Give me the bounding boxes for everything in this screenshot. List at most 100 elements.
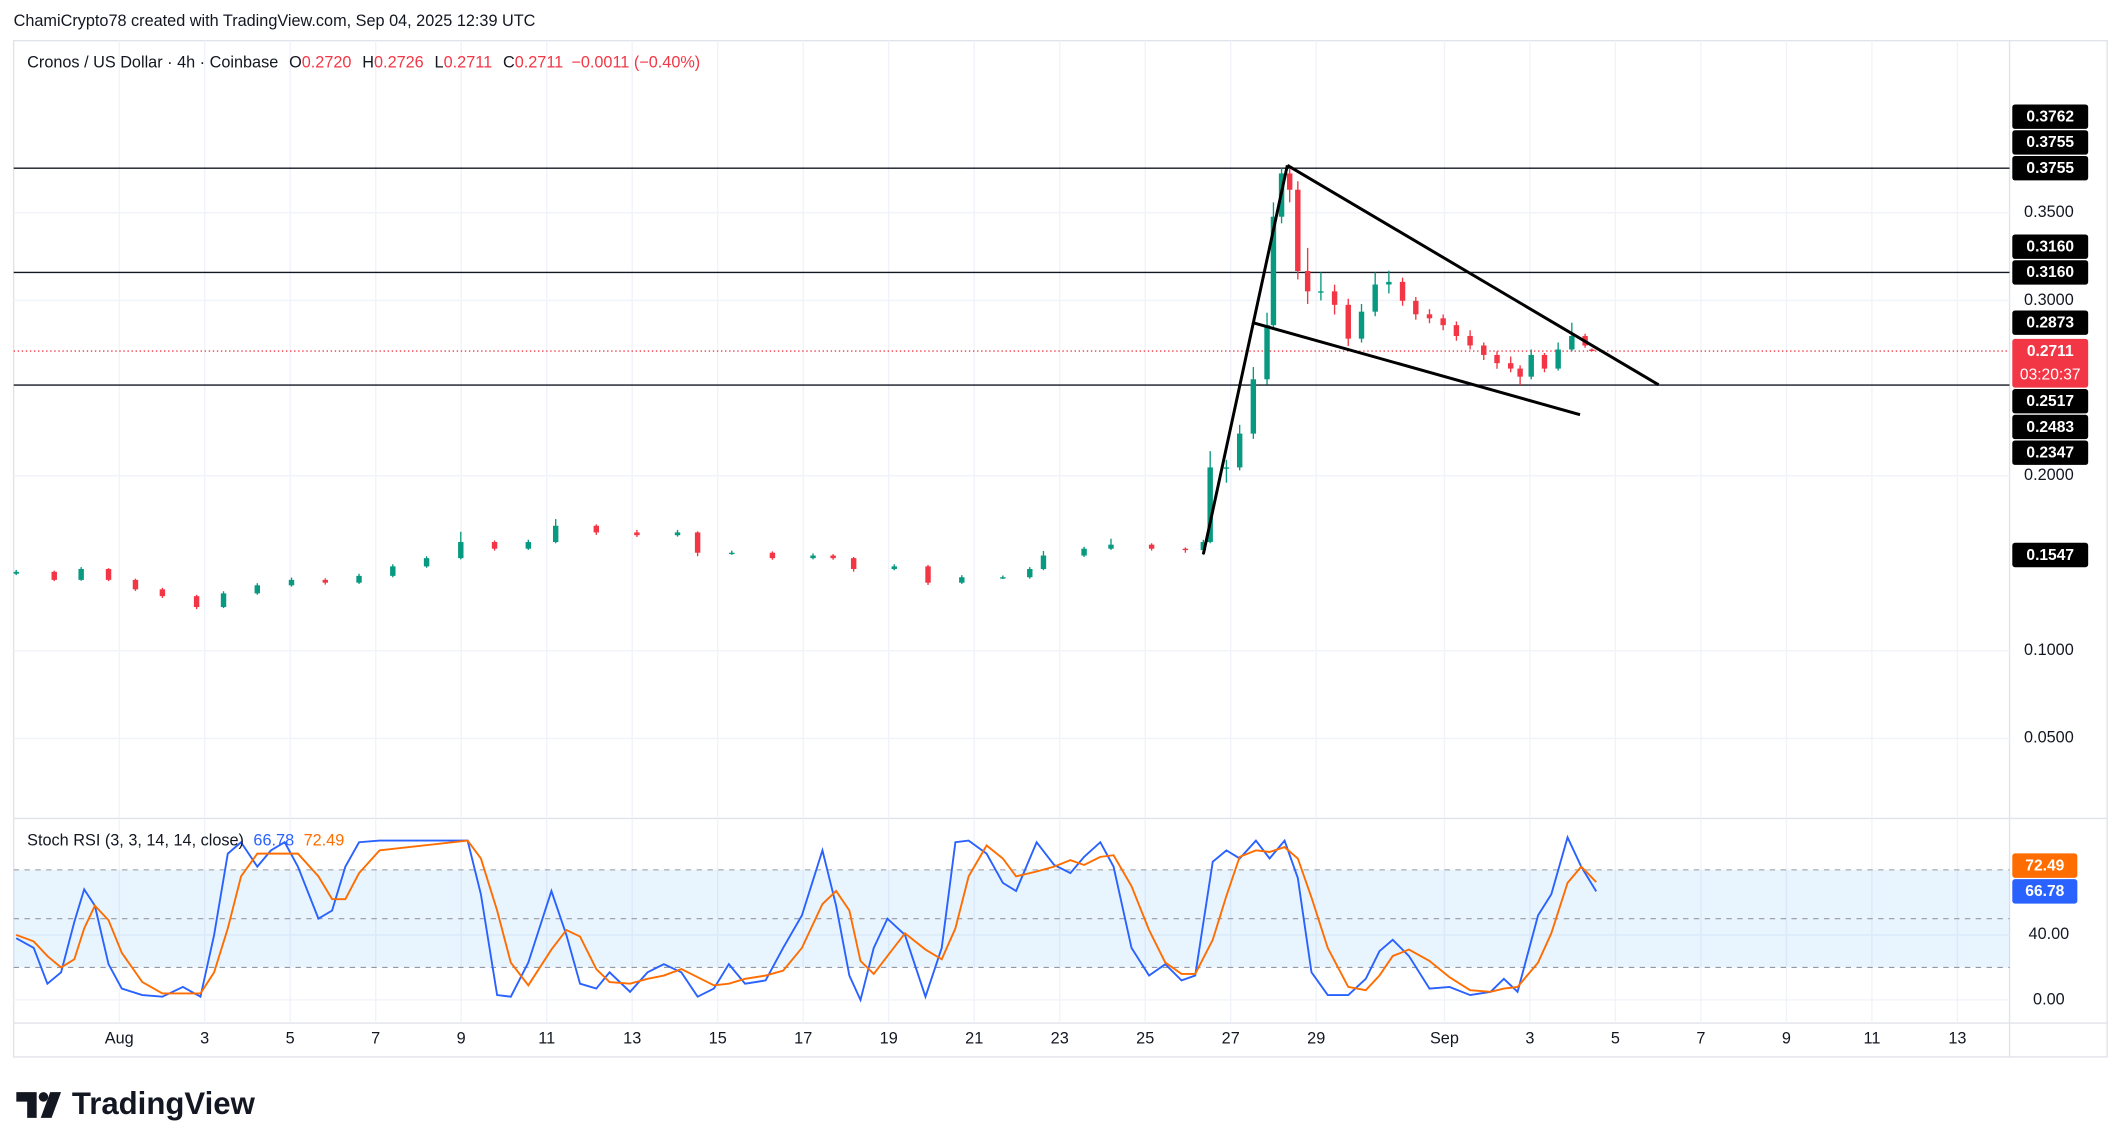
candle-body [1148, 544, 1155, 549]
price-label-box [2012, 260, 2089, 285]
price-label-box [2012, 155, 2089, 181]
legend-key: O [289, 54, 302, 72]
candle-body [1081, 548, 1087, 556]
candle-body [13, 571, 19, 574]
candle-body [1270, 216, 1277, 326]
legend-value: 72.49 [304, 832, 345, 850]
price-label: 0.3762 [2026, 108, 2074, 125]
candle-body [1295, 189, 1301, 272]
candle-body [593, 525, 600, 533]
x-tick-label: 5 [286, 1030, 295, 1048]
tradingview-logo: TradingView [16, 1086, 256, 1121]
candle-body [1040, 555, 1047, 570]
x-tick-label: 23 [1051, 1030, 1069, 1048]
y-tick-label: 0.2000 [2024, 466, 2074, 484]
x-tick-label: 13 [623, 1030, 641, 1048]
candle-body [525, 542, 532, 549]
candle-body [1223, 467, 1230, 469]
candle-body [356, 575, 362, 583]
x-tick-label: 3 [1525, 1030, 1534, 1048]
candle-body [390, 566, 396, 576]
candle-body [810, 555, 816, 559]
candle-body [1372, 284, 1378, 312]
candle-body [674, 532, 681, 536]
price-label-box [2012, 234, 2089, 259]
candle-body [1331, 291, 1338, 305]
candle-body [1304, 271, 1311, 292]
wedge-lower-line [1251, 321, 1581, 417]
stoch-legend: Stoch RSI (3, 3, 14, 14, close) 66.78 72.4… [27, 832, 344, 850]
candle-body [1027, 569, 1033, 578]
logo-mark [40, 1092, 62, 1118]
x-tick-label: 7 [1696, 1030, 1705, 1048]
price-label: 0.2347 [2026, 444, 2074, 461]
x-tick-label: 19 [880, 1030, 898, 1048]
stoch-line [15, 839, 1597, 995]
candle-body [1250, 379, 1257, 434]
candle-body [491, 542, 498, 549]
candle-body [1318, 291, 1324, 293]
indicator-title: Stoch RSI (3, 3, 14, 14, close) [27, 832, 244, 850]
legend-value: 66.78 [253, 832, 294, 850]
attribution: ChamiCrypto78 created with TradingView.c… [14, 12, 536, 30]
price-label-box [2012, 414, 2089, 440]
last-price-label: 0.2711 [2027, 343, 2074, 360]
candle-body [1589, 349, 1595, 352]
candle-body [132, 579, 139, 590]
candle-body [634, 532, 640, 536]
price-label: 0.2873 [2026, 314, 2074, 331]
legend-key: L [435, 54, 444, 72]
candle-body [322, 579, 328, 583]
x-tick-label: 11 [538, 1030, 555, 1048]
price-label-box [2012, 104, 2089, 129]
candle-body [1481, 345, 1487, 355]
legend-value: 0.2711 [444, 54, 492, 72]
y-tick-label: 0.3500 [2024, 203, 2074, 221]
price-label: 0.1547 [2026, 547, 2074, 564]
x-tick-label: Aug [105, 1030, 134, 1048]
candle-body [1200, 542, 1207, 551]
y-tick-label: 0.1000 [2024, 641, 2074, 659]
x-tick-label: 3 [200, 1030, 209, 1048]
price-label: 0.2517 [2026, 393, 2074, 410]
y-tick-label: 0.3000 [2024, 291, 2074, 309]
x-tick-label: 17 [794, 1030, 812, 1048]
wedge-upper-line [1286, 164, 1660, 387]
price-label: 0.3755 [2026, 160, 2074, 177]
legend-key: H [362, 54, 374, 72]
legend-value: 0.2720 [302, 54, 352, 72]
stoch-line [15, 834, 1598, 1003]
candle-body [830, 555, 836, 559]
price-label: 0.3160 [2026, 238, 2074, 255]
legend-change: −0.0011 (−0.40%) [571, 54, 700, 72]
x-tick-label: 27 [1222, 1030, 1240, 1048]
value-label-box [2012, 853, 2078, 878]
price-label: 0.3160 [2026, 264, 2074, 281]
candle-body [1386, 281, 1392, 285]
candle-body [1517, 368, 1523, 377]
x-tick-label: 21 [965, 1030, 983, 1048]
candle-body [1453, 325, 1460, 337]
candle-body [729, 552, 735, 555]
candle-body [1286, 173, 1293, 190]
legend-key: C [503, 54, 515, 72]
value-label: 72.49 [2025, 857, 2064, 874]
x-tick-label: Sep [1430, 1030, 1459, 1048]
logo-text: TradingView [72, 1086, 256, 1121]
flagpole-line [1201, 164, 1289, 555]
legend-value: 0.2711 [515, 54, 563, 72]
drawings [1201, 164, 1660, 555]
candle-body [1236, 433, 1243, 468]
candle-body [1555, 349, 1561, 369]
candle-body [105, 569, 112, 580]
candle-body [423, 558, 430, 567]
candle-body [769, 552, 776, 559]
y-tick-label: 40.00 [2029, 925, 2070, 943]
countdown: 03:20:37 [2020, 367, 2081, 384]
candle-body [1345, 304, 1351, 339]
grid [13, 40, 2010, 1024]
candle-body [1264, 325, 1270, 380]
candle-body [1358, 311, 1365, 339]
